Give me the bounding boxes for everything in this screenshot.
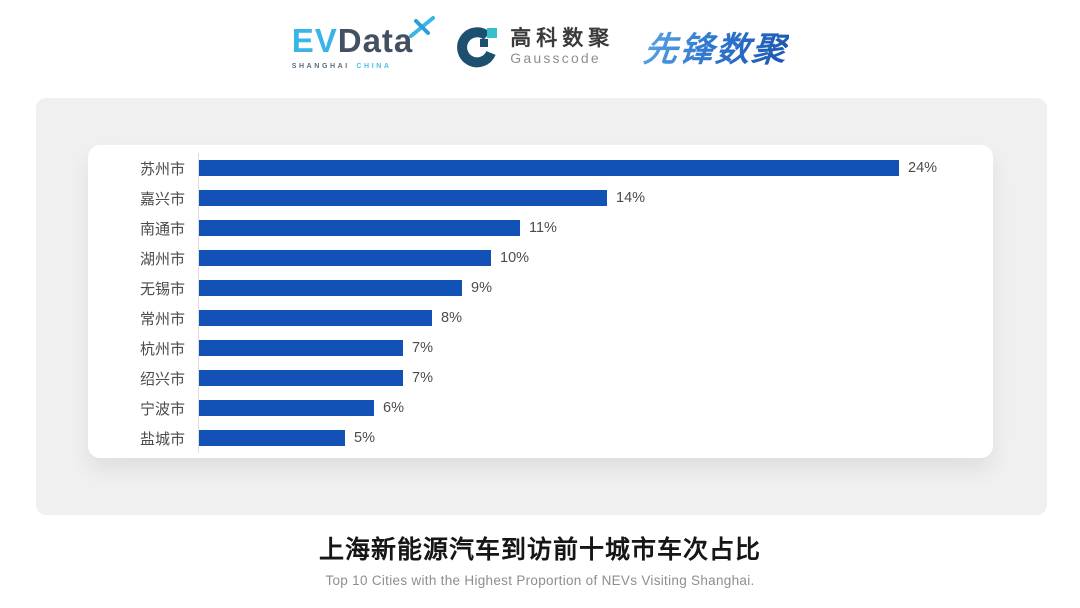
bar-track: 11% bbox=[198, 213, 993, 243]
evdata-star-icon bbox=[409, 15, 436, 38]
bar-chart: 苏州市 24% 嘉兴市 14% 南通市 11% 湖州市 10% 无锡市 9% 常州市 8% 杭州市 7% 绍… bbox=[88, 153, 993, 453]
bar-label: 无锡市 bbox=[139, 280, 185, 298]
bar-label: 常州市 bbox=[139, 310, 185, 328]
bar-label: 盐城市 bbox=[139, 430, 185, 448]
bar-track: 6% bbox=[198, 393, 993, 423]
bar-value: 6% bbox=[383, 400, 404, 416]
bar-track: 14% bbox=[198, 183, 993, 213]
bar-row: 宁波市 6% bbox=[88, 393, 993, 423]
xianfeng-shuju-text: 先锋数聚 bbox=[641, 31, 790, 69]
bar-value: 10% bbox=[500, 250, 530, 266]
evdata-wordmark: EVData bbox=[291, 15, 436, 59]
bar-label: 嘉兴市 bbox=[139, 190, 185, 208]
bar-label: 苏州市 bbox=[139, 160, 185, 178]
bar-track: 24% bbox=[198, 153, 993, 183]
gausscode-cn-text: 高科数聚 bbox=[510, 26, 615, 50]
bar bbox=[199, 250, 491, 266]
caption-block: 上海新能源汽车到访前十城市车次占比 Top 10 Cities with the… bbox=[0, 530, 1080, 588]
bar-label: 宁波市 bbox=[139, 400, 185, 418]
bar bbox=[199, 400, 374, 416]
xianfeng-shuju-logo: 先锋数聚 bbox=[642, 22, 791, 71]
bar-track: 8% bbox=[198, 303, 993, 333]
bar-value: 7% bbox=[412, 370, 433, 386]
bar-label: 杭州市 bbox=[139, 340, 185, 358]
evdata-caption: SHANGHAI CHINA bbox=[292, 63, 414, 70]
bar bbox=[199, 310, 432, 326]
bar-value: 11% bbox=[529, 220, 557, 236]
bar-track: 7% bbox=[198, 363, 993, 393]
chart-panel: 苏州市 24% 嘉兴市 14% 南通市 11% 湖州市 10% 无锡市 9% 常州市 8% 杭州市 7% 绍… bbox=[36, 98, 1047, 515]
bar-value: 5% bbox=[354, 430, 375, 446]
bar-value: 14% bbox=[616, 190, 646, 206]
bar-row: 南通市 11% bbox=[88, 213, 993, 243]
gausscode-text: 高科数聚 Gausscode bbox=[510, 27, 614, 67]
bar-track: 7% bbox=[198, 333, 993, 363]
bar-label: 南通市 bbox=[139, 220, 185, 238]
gausscode-logo: 高科数聚 Gausscode bbox=[457, 25, 614, 69]
bar-row: 杭州市 7% bbox=[88, 333, 993, 363]
gausscode-g-icon bbox=[457, 26, 498, 67]
evdata-logo: EVData SHANGHAI CHINA bbox=[291, 15, 436, 70]
bar-value: 8% bbox=[441, 310, 462, 326]
bar-track: 10% bbox=[198, 243, 993, 273]
evdata-ev-text: EV bbox=[291, 21, 338, 59]
bar bbox=[199, 430, 345, 446]
bar bbox=[199, 190, 607, 206]
evdata-caption-shanghai: SHANGHAI bbox=[291, 62, 350, 70]
chart-card: 苏州市 24% 嘉兴市 14% 南通市 11% 湖州市 10% 无锡市 9% 常州市 8% 杭州市 7% 绍… bbox=[88, 145, 993, 458]
bar-row: 常州市 8% bbox=[88, 303, 993, 333]
evdata-data-text: Data bbox=[337, 21, 414, 59]
chart-title: 上海新能源汽车到访前十城市车次占比 bbox=[318, 536, 761, 564]
bar-row: 苏州市 24% bbox=[88, 153, 993, 183]
chart-subtitle: Top 10 Cities with the Highest Proportio… bbox=[325, 573, 755, 588]
gausscode-en-text: Gausscode bbox=[510, 49, 601, 66]
header-logos: EVData SHANGHAI CHINA 高科数聚 Gausscode bbox=[0, 15, 1080, 71]
bar-row: 无锡市 9% bbox=[88, 273, 993, 303]
bar bbox=[199, 340, 403, 356]
bar-row: 湖州市 10% bbox=[88, 243, 993, 273]
bar bbox=[199, 220, 520, 236]
bar-track: 9% bbox=[198, 273, 993, 303]
bar bbox=[199, 280, 462, 296]
evdata-caption-china: CHINA bbox=[356, 62, 392, 70]
bar-track: 5% bbox=[198, 423, 993, 453]
bar-value: 24% bbox=[908, 160, 938, 176]
bar-row: 嘉兴市 14% bbox=[88, 183, 993, 213]
bar-row: 绍兴市 7% bbox=[88, 363, 993, 393]
bar-row: 盐城市 5% bbox=[88, 423, 993, 453]
bar bbox=[199, 160, 899, 176]
bar-value: 7% bbox=[412, 340, 433, 356]
bar-label: 湖州市 bbox=[139, 250, 185, 268]
bar bbox=[199, 370, 403, 386]
bar-label: 绍兴市 bbox=[139, 370, 185, 388]
bar-value: 9% bbox=[471, 280, 492, 296]
